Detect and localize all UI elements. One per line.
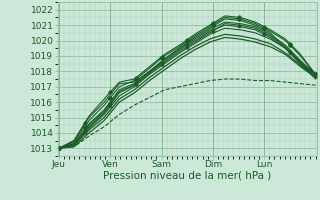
- X-axis label: Pression niveau de la mer( hPa ): Pression niveau de la mer( hPa ): [103, 171, 271, 181]
